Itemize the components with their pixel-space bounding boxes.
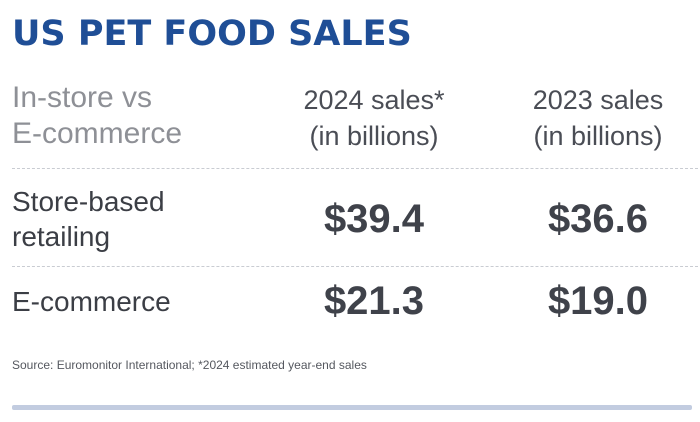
row-label-ecommerce-line-1: E-commerce xyxy=(12,286,171,317)
column-header-2024-line-2: (in billions) xyxy=(309,121,439,151)
row-header: In-store vs E-commerce xyxy=(12,80,272,152)
row-label-ecommerce: E-commerce xyxy=(12,284,171,319)
value-store-based-2024: $39.4 xyxy=(323,197,425,241)
row-header-line-1: In-store vs xyxy=(12,81,153,114)
column-header-2023-line-2: (in billions) xyxy=(533,121,663,151)
row-header-line-2: E-commerce xyxy=(12,117,183,150)
source-footnote: Source: Euromonitor International; *2024… xyxy=(12,358,367,372)
value-store-based-2023: $36.6 xyxy=(547,197,649,241)
row-label-store-based: Store-based retailing xyxy=(12,184,165,254)
column-header-2023-line-1: 2023 sales xyxy=(532,85,664,115)
header-divider xyxy=(12,168,698,169)
bottom-accent-bar xyxy=(12,405,692,410)
value-ecommerce-2023: $19.0 xyxy=(547,279,649,323)
row-label-store-based-line-2: retailing xyxy=(12,221,111,252)
column-header-2023: 2023 sales (in billions) xyxy=(500,82,696,154)
row-divider xyxy=(12,266,698,267)
page-title: US PET FOOD SALES xyxy=(12,14,412,54)
value-ecommerce-2024: $21.3 xyxy=(323,279,425,323)
column-header-2024: 2024 sales* (in billions) xyxy=(276,82,472,154)
row-label-store-based-line-1: Store-based xyxy=(12,186,165,217)
column-header-2024-line-1: 2024 sales* xyxy=(303,85,445,115)
